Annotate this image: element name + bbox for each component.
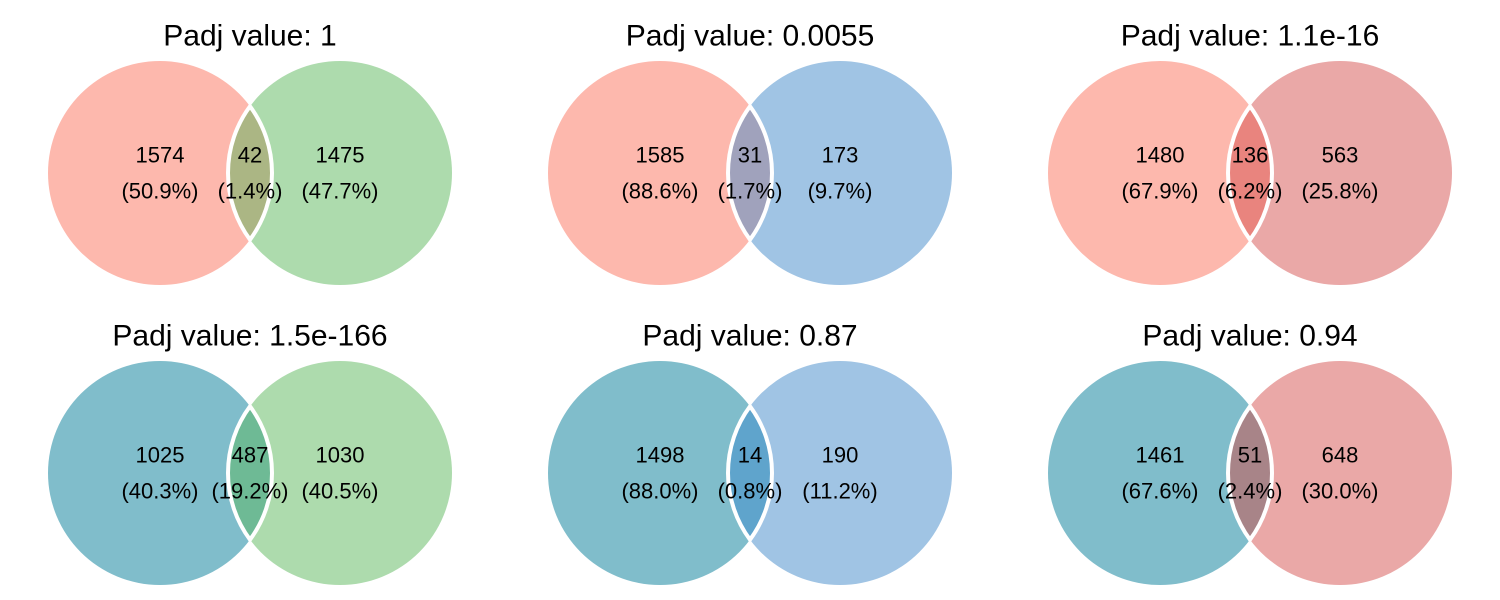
overlap-percent: (6.2%) (1218, 179, 1283, 204)
intersection-region (726, 402, 774, 544)
left-set-circle (548, 361, 772, 585)
venn-panel: Padj value: 1.1e-16 1480 (67.9%) 136 (6.2%) 5… (1048, 20, 1452, 285)
left-set-circle (48, 361, 272, 585)
left-percent: (67.9%) (1121, 179, 1198, 204)
right-set-circle (228, 361, 452, 585)
panel-title: Padj value: 1.1e-16 (1121, 20, 1380, 53)
right-count: 563 (1322, 143, 1359, 168)
overlap-percent: (1.7%) (718, 179, 783, 204)
left-percent: (88.0%) (621, 479, 698, 504)
right-count: 648 (1322, 443, 1359, 468)
left-count: 1025 (136, 443, 185, 468)
left-set-circle (1048, 61, 1272, 285)
overlap-count: 487 (232, 443, 269, 468)
left-count: 1461 (1136, 443, 1185, 468)
right-set-circle (728, 361, 952, 585)
right-percent: (40.5%) (301, 479, 378, 504)
overlap-percent: (0.8%) (718, 479, 783, 504)
intersection-region (226, 102, 274, 244)
panel-title: Padj value: 1 (163, 20, 336, 53)
overlap-percent: (1.4%) (218, 179, 283, 204)
intersection-region (726, 102, 774, 244)
overlap-percent: (2.4%) (1218, 479, 1283, 504)
venn-panel: Padj value: 1 1574 (50.9%) 42 (1.4%) 1475 (47.… (48, 20, 452, 285)
left-count: 1480 (1136, 143, 1185, 168)
left-percent: (67.6%) (1121, 479, 1198, 504)
left-percent: (88.6%) (621, 179, 698, 204)
right-percent: (11.2%) (802, 479, 877, 504)
overlap-percent: (19.2%) (211, 479, 288, 504)
panel-title: Padj value: 0.0055 (626, 20, 875, 53)
right-count: 1475 (316, 143, 365, 168)
right-set-circle (228, 61, 452, 285)
right-set-circle (1228, 361, 1452, 585)
overlap-count: 136 (1232, 143, 1269, 168)
intersection-region (1226, 102, 1274, 244)
right-percent: (9.7%) (808, 179, 873, 204)
left-set-circle (548, 61, 772, 285)
right-percent: (25.8%) (1301, 179, 1378, 204)
right-set-circle (1228, 61, 1452, 285)
left-percent: (40.3%) (121, 479, 198, 504)
overlap-count: 14 (738, 443, 762, 468)
left-count: 1585 (636, 143, 685, 168)
venn-panel: Padj value: 0.87 1498 (88.0%) 14 (0.8%) 190 (1… (548, 320, 952, 585)
right-count: 1030 (316, 443, 365, 468)
venn-panel: Padj value: 0.94 1461 (67.6%) 51 (2.4%) 648 (3… (1048, 320, 1452, 585)
left-percent: (50.9%) (121, 179, 198, 204)
venn-panel: Padj value: 0.0055 1585 (88.6%) 31 (1.7%) 173… (548, 20, 952, 285)
right-percent: (30.0%) (1301, 479, 1378, 504)
right-count: 173 (822, 143, 859, 168)
left-set-circle (48, 61, 272, 285)
right-set-circle (728, 61, 952, 285)
intersection-region (1226, 402, 1274, 544)
right-percent: (47.7%) (301, 179, 378, 204)
panel-title: Padj value: 0.87 (642, 320, 857, 353)
panel-title: Padj value: 1.5e-166 (112, 320, 387, 353)
venn-panel: Padj value: 1.5e-166 1025 (40.3%) 487 (19.2%… (48, 320, 452, 585)
right-count: 190 (822, 443, 859, 468)
overlap-count: 51 (1238, 443, 1262, 468)
intersection-region (226, 402, 274, 544)
overlap-count: 31 (738, 143, 762, 168)
left-count: 1574 (136, 143, 185, 168)
left-count: 1498 (636, 443, 685, 468)
left-set-circle (1048, 361, 1272, 585)
overlap-count: 42 (238, 143, 262, 168)
panel-title: Padj value: 0.94 (1142, 320, 1357, 353)
